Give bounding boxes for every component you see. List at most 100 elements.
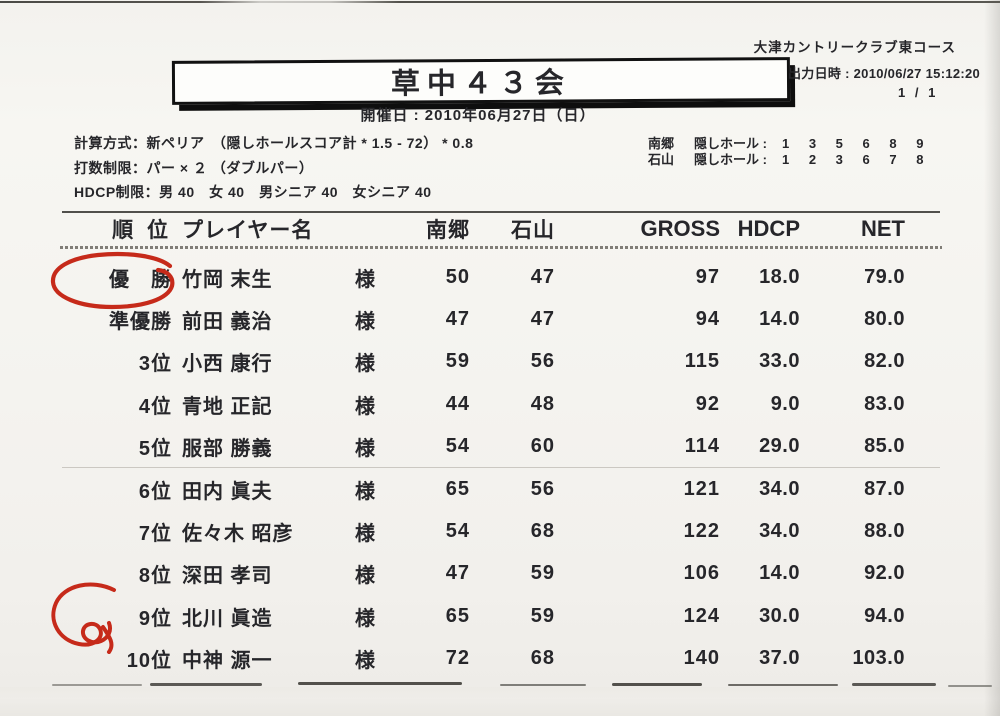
header-player: プレイヤー名	[182, 219, 314, 242]
honorific-cell: 様	[355, 480, 375, 503]
player-name-cell: 青地 正記	[182, 395, 273, 418]
title-box: 草中４３会	[171, 57, 791, 105]
table-header-dotted-rule	[60, 246, 942, 249]
hdcp-cell: 29.0	[759, 435, 800, 458]
hidden-holes-nango: 南郷 隠しホール : 1 3 5 6 8 9	[648, 136, 924, 152]
hidden-holes-label: 隠しホール :	[694, 136, 767, 151]
header-hdcp: HDCP	[737, 216, 800, 241]
hidden-course-name: 南郷	[648, 136, 675, 151]
scan-edge-dash	[500, 684, 586, 686]
table-row: 優 勝 竹岡 末生 様 50 47 97 18.0 79.0	[62, 256, 940, 298]
hdcp-cell: 33.0	[759, 350, 800, 373]
scan-bottom-area	[0, 687, 1000, 716]
net-cell: 103.0	[852, 647, 905, 670]
net-cell: 94.0	[864, 604, 905, 627]
hdcp-cell: 18.0	[759, 265, 800, 288]
hidden-course-name: 石山	[648, 152, 675, 167]
hidden-holes-ishiyama: 石山 隠しホール : 1 2 3 6 7 8	[648, 152, 924, 168]
rank-cell: 4位	[138, 395, 172, 418]
nango-score-cell: 54	[445, 520, 470, 543]
hdcp-cell: 37.0	[759, 647, 800, 670]
honorific-cell: 様	[355, 523, 375, 546]
header-ishiyama: 石山	[511, 219, 555, 242]
hdcp-cell: 30.0	[759, 604, 800, 627]
honorific-cell: 様	[355, 353, 375, 376]
rank-cell: 準優勝	[109, 311, 172, 334]
winner-red-circle-stroke	[50, 251, 175, 310]
hdcp-cell: 14.0	[759, 562, 800, 585]
net-cell: 92.0	[864, 562, 905, 585]
nango-score-cell: 47	[445, 562, 470, 585]
scan-edge-dash	[612, 683, 702, 686]
table-row: 9位 北川 眞造 様 65 59 124 30.0 94.0	[62, 595, 940, 637]
ishiyama-score-cell: 68	[530, 520, 555, 543]
ishiyama-score-cell: 60	[530, 435, 555, 458]
ishiyama-score-cell: 47	[530, 308, 555, 331]
honorific-cell: 様	[355, 565, 375, 588]
gross-cell: 115	[684, 350, 720, 373]
net-cell: 82.0	[864, 350, 905, 373]
rank-cell: 優 勝	[109, 268, 172, 291]
scan-edge-dash	[150, 683, 262, 686]
rank-cell: 10位	[126, 650, 172, 673]
honorific-cell: 様	[355, 607, 375, 630]
output-datetime: 出力日時 : 2010/06/27 15:12:20	[788, 66, 981, 81]
gross-cell: 122	[683, 520, 720, 543]
winner-red-circle	[50, 251, 175, 310]
scan-edge-dash	[52, 684, 142, 686]
table-row: 8位 深田 孝司 様 47 59 106 14.0 92.0	[62, 553, 940, 595]
hdcp-cell: 14.0	[759, 308, 800, 331]
condition-calc-method: 計算方式：新ペリア （隠しホールスコア計 * 1.5 - 72） * 0.8	[74, 135, 474, 151]
rank-cell: 5位	[138, 438, 172, 461]
scan-top-edge-artifact	[0, 1, 1000, 3]
gross-cell: 94	[695, 308, 720, 331]
net-cell: 85.0	[864, 435, 905, 458]
rank-cell: 7位	[138, 523, 172, 546]
table-row: 10位 中神 源一 様 72 68 140 37.0 103.0	[62, 638, 940, 680]
header-rank: 順 位	[112, 219, 172, 242]
gross-cell: 114	[684, 435, 720, 458]
net-cell: 79.0	[864, 265, 905, 288]
table-row: 6位 田内 眞夫 様 65 56 121 34.0 87.0	[62, 468, 940, 510]
table-row: 準優勝 前田 義治 様 47 47 94 14.0 80.0	[62, 298, 940, 340]
table-row: 7位 佐々木 昭彦 様 54 68 122 34.0 88.0	[62, 510, 940, 552]
page-title: 草中４３会	[390, 67, 572, 101]
gross-cell: 92	[695, 392, 720, 415]
honorific-cell: 様	[355, 268, 375, 291]
gross-cell: 124	[683, 604, 720, 627]
rank-cell: 9位	[138, 607, 172, 630]
condition-stroke-limit: 打数制限：パー × ２ （ダブルパー）	[74, 159, 314, 176]
gross-cell: 140	[683, 647, 720, 670]
player-name-cell: 北川 眞造	[182, 607, 273, 630]
ishiyama-score-cell: 68	[530, 647, 555, 670]
nango-score-cell: 54	[445, 435, 470, 458]
player-name-cell: 服部 勝義	[182, 438, 273, 461]
course-name: 大津カントリークラブ東コース	[753, 40, 956, 55]
scan-edge-dash	[852, 683, 936, 686]
header-net: NET	[861, 216, 905, 241]
ninth-place-red-mark-stroke	[51, 582, 116, 654]
row-group-separator	[62, 467, 940, 468]
header-nango: 南郷	[426, 219, 470, 242]
table-row: 5位 服部 勝義 様 54 60 114 29.0 85.0	[62, 426, 940, 468]
scan-edge-dash	[728, 684, 838, 686]
header-gross: GROSS	[640, 216, 720, 241]
hidden-holes-values: 1 2 3 6 7 8	[782, 152, 925, 167]
net-cell: 87.0	[864, 477, 905, 500]
ninth-place-red-mark	[51, 582, 116, 654]
results-rows: 優 勝 竹岡 末生 様 50 47 97 18.0 79.0 準優勝 前田 義治…	[62, 256, 940, 680]
nango-score-cell: 65	[445, 477, 470, 500]
rank-cell: 3位	[138, 353, 172, 376]
net-cell: 80.0	[864, 308, 905, 331]
player-name-cell: 中神 源一	[182, 650, 273, 673]
net-cell: 83.0	[864, 392, 905, 415]
honorific-cell: 様	[355, 650, 375, 673]
ishiyama-score-cell: 47	[530, 265, 555, 288]
scan-edge-dash	[298, 682, 462, 685]
nango-score-cell: 50	[445, 265, 470, 288]
nango-score-cell: 47	[445, 308, 470, 331]
table-header-row: 順 位 プレイヤー名 南郷 石山 GROSS HDCP NET	[62, 214, 940, 244]
competition-conditions: 計算方式：新ペリア （隠しホールスコア計 * 1.5 - 72） * 0.8 打…	[74, 131, 473, 205]
player-name-cell: 前田 義治	[182, 311, 273, 334]
